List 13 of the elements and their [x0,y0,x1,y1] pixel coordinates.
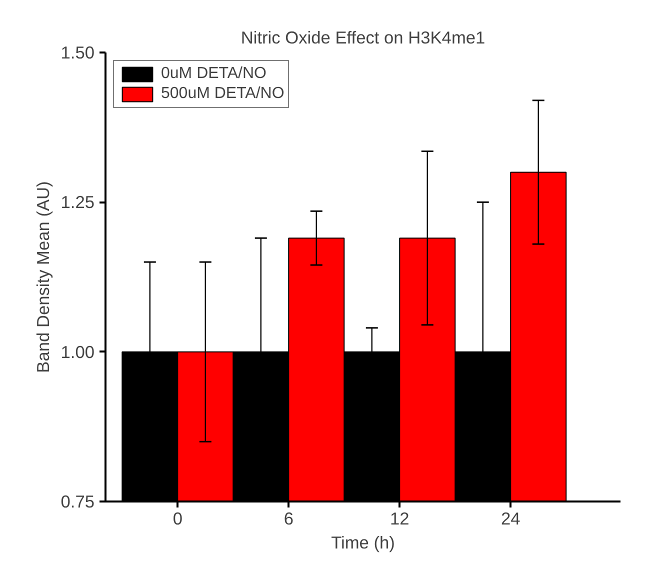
x-axis-title: Time (h) [331,532,395,552]
chart-title: Nitric Oxide Effect on H3K4me1 [240,28,486,48]
y-tick-label: 0.75 [60,492,95,512]
x-tick-label: 0 [172,508,182,528]
y-tick-label: 1.50 [60,42,95,62]
y-axis-title: Band Density Mean (AU) [32,181,53,373]
y-tick-label: 1.00 [60,342,95,362]
x-tick-label: 24 [500,508,521,528]
y-tick-label: 1.25 [60,192,95,212]
x-tick-label: 12 [390,508,410,528]
legend-label: 500uM DETA/NO [161,85,284,103]
x-tick-label: 6 [284,508,294,528]
legend-label: 0uM DETA/NO [161,65,266,83]
